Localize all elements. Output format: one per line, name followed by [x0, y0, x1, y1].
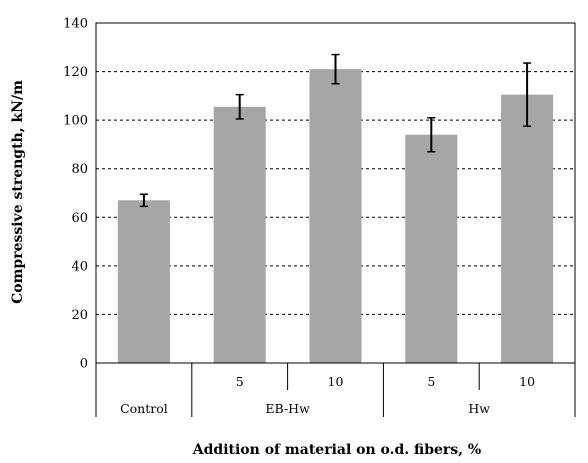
- y-tick-label: 100: [63, 114, 88, 129]
- y-tick-label: 140: [63, 17, 88, 32]
- bar: [405, 134, 458, 363]
- x-axis-title: Addition of material on o.d. fibers, %: [192, 442, 481, 458]
- bar: [117, 200, 170, 363]
- bar: [309, 69, 362, 364]
- bars: [117, 69, 554, 364]
- y-tick-label: 60: [71, 211, 88, 226]
- level-label: 5: [427, 374, 435, 389]
- level-label: 10: [519, 374, 535, 389]
- group-label: Control: [120, 401, 168, 416]
- y-tick-label: 120: [63, 65, 88, 80]
- bar: [213, 106, 266, 364]
- y-tick-label: 20: [71, 308, 88, 323]
- y-axis-title: Compressive strength, kN/m: [10, 80, 26, 304]
- y-tick-label: 80: [71, 162, 88, 177]
- bar: [501, 94, 554, 364]
- level-label: 5: [236, 374, 244, 389]
- group-label: EB-Hw: [265, 401, 310, 416]
- axes: [95, 22, 576, 364]
- y-tick-label: 40: [71, 259, 88, 274]
- category-axis: Control EB-Hw Hw 5 10 5 10: [95, 363, 576, 417]
- plot-frame: [95, 22, 576, 364]
- y-tick-label: 0: [80, 357, 88, 372]
- level-label: 10: [328, 374, 344, 389]
- error-bars: [139, 53, 532, 208]
- group-label: Hw: [468, 401, 490, 416]
- y-tick-labels: 0 20 40 60 80 100 120 140: [63, 17, 88, 372]
